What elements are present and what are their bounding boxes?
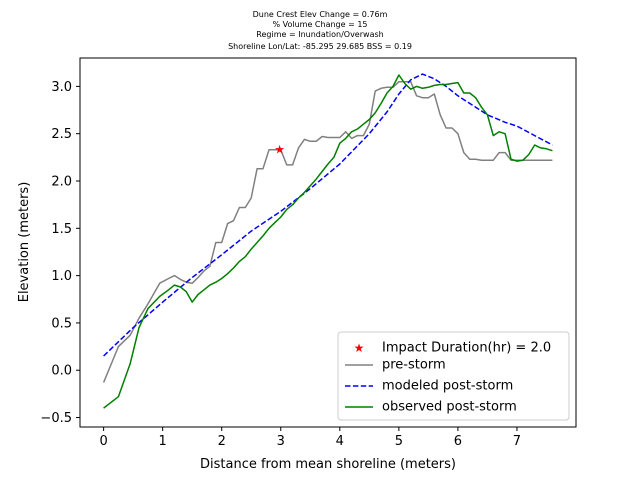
- y-tick-label: 2.0: [51, 175, 72, 190]
- x-tick-label: 6: [454, 434, 462, 449]
- x-tick-label: 3: [277, 434, 285, 449]
- legend-box: [337, 331, 570, 421]
- y-tick-label: 3.0: [51, 80, 72, 95]
- x-tick-label: 2: [218, 434, 226, 449]
- plot-frame: [79, 57, 577, 428]
- impact-star-icon: ★: [274, 142, 285, 156]
- y-tick-label: 2.5: [51, 127, 72, 142]
- title-line-4: Shoreline Lon/Lat: -85.295 29.685 BSS = …: [228, 42, 412, 51]
- legend-label-modeled: modeled post-storm: [382, 379, 513, 394]
- x-axis: 0 1 2 3 4 5 6 7: [99, 427, 521, 449]
- title-line-1: Dune Crest Elev Change = 0.76m: [253, 10, 388, 19]
- series-pre-storm: [102, 80, 553, 383]
- y-tick-label: 1.5: [51, 222, 72, 237]
- x-tick-label: 4: [336, 434, 344, 449]
- legend-label-pre-storm: pre-storm: [382, 358, 446, 373]
- title-line-2: % Volume Change = 15: [272, 20, 367, 29]
- y-axis-label: Elevation (meters): [17, 182, 32, 303]
- legend-star-icon: ★: [354, 341, 365, 355]
- legend: ★ Impact Duration(hr) = 2.0 pre-storm mo…: [337, 331, 570, 421]
- y-tick-label: −0.5: [40, 411, 72, 426]
- series-observed-post-storm: [103, 74, 553, 409]
- y-tick-label: 0.0: [51, 364, 72, 379]
- x-tick-label: 5: [395, 434, 403, 449]
- chart-title: Dune Crest Elev Change = 0.76m % Volume …: [228, 10, 412, 51]
- series-modeled-post-storm: [103, 73, 553, 357]
- marker-layer: ★: [274, 142, 285, 156]
- y-tick-label: 0.5: [51, 316, 72, 331]
- legend-label-impact: Impact Duration(hr) = 2.0: [382, 341, 551, 356]
- title-line-3: Regime = Inundation/Overwash: [256, 30, 383, 39]
- x-tick-label: 1: [159, 434, 167, 449]
- series-layer: [102, 73, 553, 409]
- y-axis: −0.5 0.0 0.5 1.0 1.5 2.0 2.5 3.0: [40, 80, 80, 426]
- x-tick-label: 0: [99, 434, 107, 449]
- x-tick-label: 7: [513, 434, 521, 449]
- y-tick-label: 1.0: [51, 269, 72, 284]
- legend-label-observed: observed post-storm: [382, 400, 517, 415]
- x-axis-label: Distance from mean shoreline (meters): [200, 457, 456, 472]
